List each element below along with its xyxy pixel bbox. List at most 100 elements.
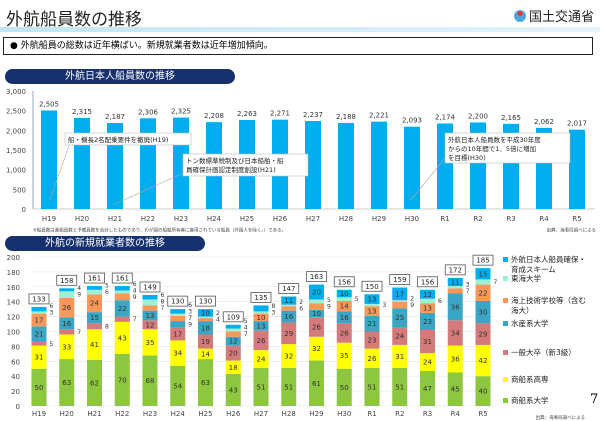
bar-H27: [305, 121, 321, 209]
segment-H27-1: [253, 350, 269, 369]
segment-H29-1: [309, 336, 324, 361]
bar-R5: [569, 129, 585, 209]
x-tick-label: H22: [141, 215, 155, 223]
segment-H21-1: [87, 329, 102, 360]
segment-label: 63: [201, 379, 210, 387]
segment-R3-2: [420, 330, 435, 354]
segment-H22-3: [114, 300, 130, 317]
y-tick-label: 500: [13, 186, 26, 194]
x-tick-label: R3: [506, 215, 515, 223]
total-box: [306, 271, 327, 282]
segment-label-small: 3: [188, 308, 192, 315]
segment-label-small: 8: [105, 323, 109, 330]
segment-label: 42: [479, 357, 488, 365]
x-tick-label: R2: [473, 215, 482, 223]
segment-H23-0: [142, 355, 158, 406]
segment-label: 15: [479, 270, 488, 278]
annotation-h19-box: [64, 132, 192, 146]
segment-label: 50: [340, 384, 349, 392]
segment-H19-1: [31, 345, 47, 369]
legend-swatch: [503, 377, 508, 382]
segment-label: 23: [368, 337, 377, 345]
data-label: 2,174: [435, 113, 456, 121]
segment-R3-0: [420, 370, 435, 406]
segment-label-small: 6: [105, 289, 109, 296]
source-note-2: 出典：海事局調べによる: [536, 414, 585, 421]
segment-label: 16: [284, 313, 293, 321]
total-label: 172: [449, 266, 462, 274]
segment-label: 20: [312, 289, 321, 297]
segment-label: 16: [62, 320, 71, 328]
segment-label-small: 3: [50, 310, 54, 317]
segment-R3-4: [420, 303, 435, 313]
data-label: 2,165: [501, 114, 521, 122]
segment-label-small: 6: [50, 303, 54, 310]
bar-H30: [404, 126, 420, 209]
segment-label: 32: [284, 353, 293, 361]
legend-label: 商船系高専: [511, 374, 549, 384]
segment-H21-3: [87, 312, 102, 324]
bar-H29: [371, 121, 387, 209]
segment-H25-2: [198, 334, 213, 349]
segment-R2-5: [392, 300, 408, 302]
total-label: 158: [60, 277, 73, 285]
segment-R3-1: [420, 353, 435, 371]
segment-label: 24: [423, 359, 432, 367]
x-tick-label: H27: [254, 410, 268, 418]
annotation-h21-box: [182, 153, 309, 177]
segment-label: 31: [35, 354, 44, 362]
segment-label: 24: [257, 356, 266, 364]
x-tick-label: H25: [240, 215, 254, 223]
annotation-h19-text: 船・機長2名配乗要件を撤廃(H19): [68, 135, 168, 144]
segment-H28-5: [281, 304, 297, 307]
data-label: 2,093: [402, 117, 422, 125]
data-label: 2,017: [567, 120, 587, 128]
total-label: 161: [88, 275, 101, 283]
segment-label: 25: [395, 314, 404, 322]
x-tick-label: H28: [282, 410, 296, 418]
segment-label-small: 6: [188, 302, 192, 309]
segment-label: 33: [62, 343, 71, 351]
segment-H29-4: [309, 303, 324, 310]
segment-R1-3: [364, 315, 380, 332]
segment-label: 11: [284, 297, 293, 305]
segment-label: 32: [312, 345, 321, 353]
legend-label: 外航日本人船員確保・: [511, 254, 586, 264]
segment-H25-6: [198, 309, 213, 317]
y-tick-label: 0: [22, 206, 26, 214]
segment-label-small: 9: [188, 321, 192, 328]
annotation-h21-leader: [112, 169, 191, 206]
segment-R5-5: [475, 279, 491, 285]
segment-label: 36: [451, 303, 460, 311]
segment-label: 26: [257, 337, 266, 345]
segment-H24-3: [170, 321, 186, 328]
total-box: [167, 295, 189, 307]
x-tick-label: H28: [339, 215, 353, 223]
segment-H23-3: [142, 310, 158, 321]
total-label: 163: [310, 273, 323, 281]
data-label: 2,208: [204, 112, 224, 120]
total-box: [389, 274, 411, 285]
segment-label: 51: [257, 384, 266, 392]
total-box: [56, 274, 78, 286]
segment-label: 10: [257, 314, 266, 322]
segment-label-small: 9: [77, 292, 81, 299]
total-label: 161: [116, 275, 129, 283]
segment-H29-0: [309, 360, 324, 406]
segment-H25-4: [198, 318, 213, 322]
segment-R4-2: [447, 320, 463, 346]
segment-label-small: 7: [244, 331, 248, 338]
segment-label: 31: [395, 353, 404, 361]
annotation-h30-text: からの10年間で1．5倍に増加: [448, 144, 536, 153]
segment-R4-0: [447, 372, 463, 406]
segment-label: 12: [423, 291, 432, 299]
x-tick-label: H20: [60, 410, 74, 418]
segment-label-small: 7: [133, 316, 137, 323]
segment-H28-3: [281, 310, 297, 323]
segment-H25-3: [198, 321, 213, 335]
segment-H20-4: [59, 297, 75, 318]
legend-label: 商船系大学: [511, 395, 549, 405]
segment-H21-4: [87, 294, 102, 313]
total-label: 156: [421, 278, 435, 286]
